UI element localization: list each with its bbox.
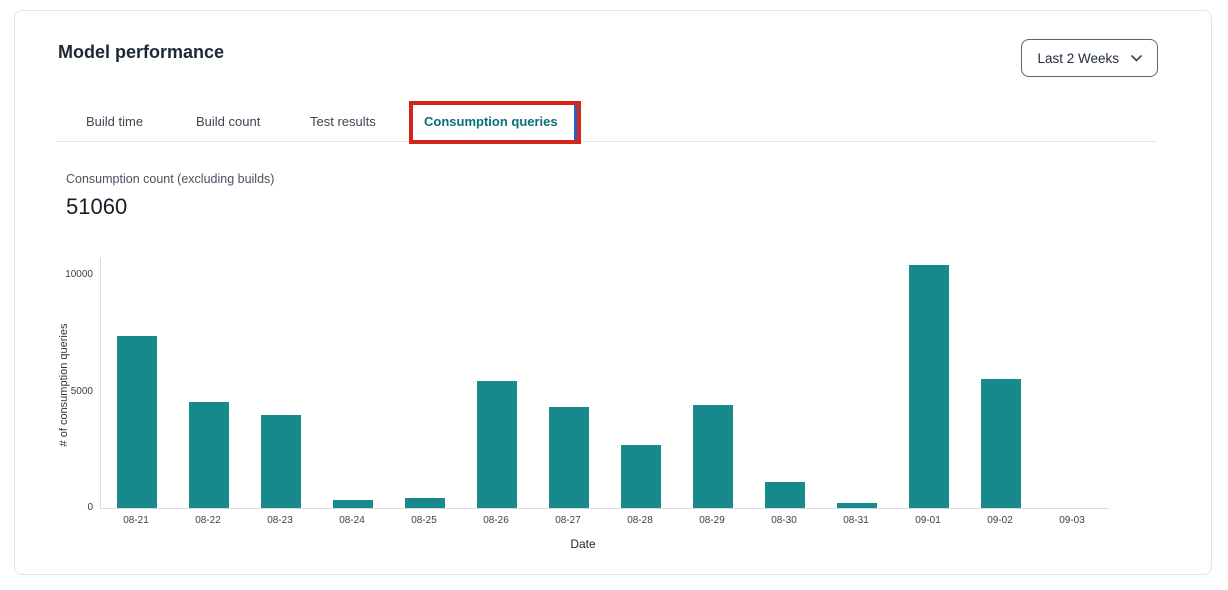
y-tick-label: 5000 [70, 385, 93, 397]
x-tick-label: 08-27 [555, 515, 581, 526]
y-tick-label: 10000 [65, 269, 93, 281]
x-tick-label: 08-26 [483, 515, 509, 526]
bar-08-21 [101, 258, 173, 508]
bar-09-02 [965, 258, 1037, 508]
bar-08-23 [245, 258, 317, 508]
x-tick-label: 08-22 [195, 515, 221, 526]
x-tick-label: 08-25 [411, 515, 437, 526]
bar-08-24 [317, 258, 389, 508]
bar-rect [549, 406, 589, 508]
bar-rect [621, 444, 661, 508]
bar-rect [909, 265, 949, 508]
x-tick-label: 09-03 [1059, 515, 1085, 526]
date-range-value: Last 2 Weeks [1037, 50, 1119, 66]
x-tick-label: 08-24 [339, 515, 365, 526]
x-tick-label: 08-30 [771, 515, 797, 526]
x-axis-title: Date [570, 537, 596, 551]
bar-rect [981, 378, 1021, 508]
bar-08-30 [749, 258, 821, 508]
bar-rect [693, 405, 733, 508]
x-tick-label: 09-01 [915, 515, 941, 526]
tab-build-time[interactable]: Build time [86, 114, 144, 129]
bar-08-29 [677, 258, 749, 508]
x-tick-label: 08-29 [699, 515, 725, 526]
bar-08-27 [533, 258, 605, 508]
chevron-down-icon [1131, 54, 1142, 62]
y-tick-label: 0 [87, 502, 93, 513]
consumption-queries-chart: # of consumption queries 0 5000 10000 08-2… [15, 11, 1211, 574]
bar-09-01 [893, 258, 965, 508]
model-performance-card: Model performance Last 2 Weeks Build tim… [14, 10, 1212, 575]
bar-08-28 [605, 258, 677, 508]
bar-rect [333, 500, 373, 508]
bar-rect [765, 481, 805, 508]
bar-rect [189, 402, 229, 508]
bar-08-26 [461, 258, 533, 508]
x-tick-label: 08-28 [627, 515, 653, 526]
x-tick-label: 09-02 [987, 515, 1013, 526]
bar-08-31 [821, 258, 893, 508]
plot-area [100, 258, 1109, 509]
bar-rect [117, 336, 157, 508]
bar-rect [477, 381, 517, 508]
bar-08-25 [389, 258, 461, 508]
tabs-divider [57, 141, 1157, 142]
page-title: Model performance [58, 42, 225, 62]
tab-test-results[interactable]: Test results [310, 114, 376, 129]
bar-08-22 [173, 258, 245, 508]
metric-value: 51060 [66, 194, 128, 219]
x-tick-label: 08-21 [123, 515, 149, 526]
x-tick-label: 08-31 [843, 515, 869, 526]
bar-rect [837, 502, 877, 508]
tab-consumption-queries[interactable]: Consumption queries [424, 114, 558, 129]
metric-label: Consumption count (excluding builds) [66, 172, 275, 186]
bar-09-03 [1037, 258, 1109, 508]
bar-rect [261, 414, 301, 508]
date-range-dropdown[interactable]: Last 2 Weeks [1021, 39, 1158, 77]
bar-rect [405, 497, 445, 508]
tab-build-count[interactable]: Build count [196, 114, 261, 129]
x-tick-label: 08-23 [267, 515, 293, 526]
x-axis-ticks: 08-21 08-22 08-23 08-24 08-25 08-26 08-27 08-28… [100, 515, 1108, 526]
